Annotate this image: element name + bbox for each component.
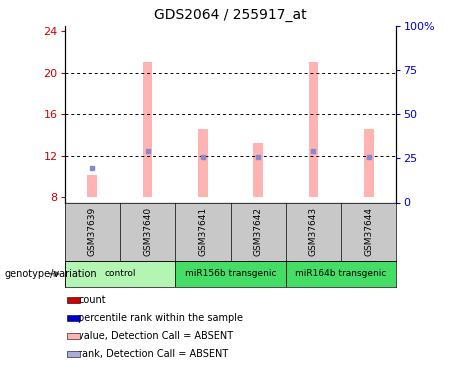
Text: miR156b transgenic: miR156b transgenic	[185, 269, 276, 278]
Bar	[65, 261, 175, 287]
Text: genotype/variation: genotype/variation	[5, 269, 97, 279]
Bar	[198, 129, 208, 197]
Bar	[308, 62, 319, 197]
Bar	[364, 129, 374, 197]
Text: GSM37644: GSM37644	[364, 207, 373, 256]
Bar	[253, 143, 263, 197]
Title: GDS2064 / 255917_at: GDS2064 / 255917_at	[154, 9, 307, 22]
Text: GSM37643: GSM37643	[309, 207, 318, 256]
Text: GSM37642: GSM37642	[254, 207, 263, 256]
Bar	[175, 261, 286, 287]
Text: percentile rank within the sample: percentile rank within the sample	[78, 313, 243, 323]
Text: rank, Detection Call = ABSENT: rank, Detection Call = ABSENT	[78, 349, 229, 359]
Text: value, Detection Call = ABSENT: value, Detection Call = ABSENT	[78, 331, 233, 341]
Text: count: count	[78, 295, 106, 305]
Text: GSM37640: GSM37640	[143, 207, 152, 256]
Bar	[87, 174, 97, 197]
Bar	[142, 62, 153, 197]
Bar	[286, 261, 396, 287]
Text: GSM37641: GSM37641	[198, 207, 207, 256]
Text: control: control	[104, 269, 136, 278]
Text: miR164b transgenic: miR164b transgenic	[296, 269, 387, 278]
Text: GSM37639: GSM37639	[88, 207, 97, 256]
